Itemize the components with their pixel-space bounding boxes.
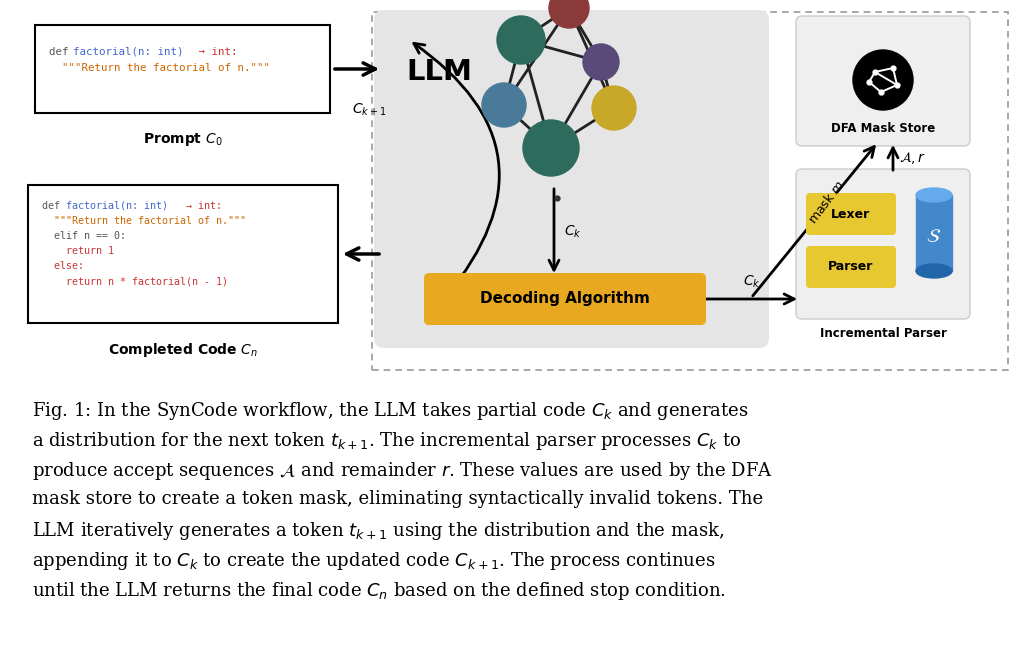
FancyBboxPatch shape: [374, 10, 769, 348]
Text: a distribution for the next token $t_{k+1}$. The incremental parser processes $C: a distribution for the next token $t_{k+…: [32, 430, 741, 452]
FancyBboxPatch shape: [806, 193, 896, 235]
Text: → int:: → int:: [180, 201, 222, 211]
Text: until the LLM returns the final code $C_n$ based on the defined stop condition.: until the LLM returns the final code $C_…: [32, 580, 726, 602]
Text: mask store to create a token mask, eliminating syntactically invalid tokens. The: mask store to create a token mask, elimi…: [32, 490, 763, 508]
Circle shape: [549, 0, 589, 28]
Text: elif n == 0:: elif n == 0:: [42, 231, 126, 241]
Circle shape: [523, 120, 579, 176]
Text: Prompt $C_0$: Prompt $C_0$: [142, 131, 222, 148]
FancyBboxPatch shape: [796, 16, 970, 146]
Text: return 1: return 1: [42, 246, 114, 256]
Text: produce accept sequences $\mathcal{A}$ and remainder $r$. These values are used : produce accept sequences $\mathcal{A}$ a…: [32, 460, 773, 482]
FancyBboxPatch shape: [35, 25, 330, 113]
Text: def: def: [49, 47, 75, 57]
Circle shape: [583, 44, 618, 80]
Circle shape: [482, 83, 526, 127]
Text: $C_{k+1}$: $C_{k+1}$: [351, 102, 386, 118]
FancyBboxPatch shape: [28, 185, 338, 323]
Text: """Return the factorial of n.""": """Return the factorial of n.""": [42, 216, 246, 226]
Circle shape: [853, 50, 913, 110]
Text: factorial(n: int): factorial(n: int): [66, 201, 168, 211]
Ellipse shape: [916, 264, 952, 278]
Text: appending it to $C_k$ to create the updated code $C_{k+1}$. The process continue: appending it to $C_k$ to create the upda…: [32, 550, 716, 572]
Text: $\mathcal{A}, r$: $\mathcal{A}, r$: [899, 149, 927, 165]
Text: DFA Mask Store: DFA Mask Store: [830, 122, 935, 135]
Text: factorial(n: int): factorial(n: int): [73, 47, 183, 57]
Text: $\mathcal{S}$: $\mathcal{S}$: [927, 228, 941, 247]
FancyBboxPatch shape: [806, 246, 896, 288]
Text: $C_k$: $C_k$: [742, 274, 761, 290]
Circle shape: [592, 86, 636, 130]
Text: LLM iteratively generates a token $t_{k+1}$ using the distribution and the mask,: LLM iteratively generates a token $t_{k+…: [32, 520, 724, 542]
Text: → int:: → int:: [193, 47, 238, 57]
Text: """Return the factorial of n.""": """Return the factorial of n.""": [49, 63, 270, 73]
FancyBboxPatch shape: [796, 169, 970, 319]
Text: $C_k$: $C_k$: [564, 224, 582, 240]
Circle shape: [497, 16, 545, 64]
Text: Decoding Algorithm: Decoding Algorithm: [480, 291, 650, 306]
Text: Lexer: Lexer: [831, 208, 870, 221]
Text: Completed Code $C_n$: Completed Code $C_n$: [108, 341, 258, 359]
Text: Parser: Parser: [828, 260, 873, 273]
Ellipse shape: [916, 188, 952, 202]
Text: LLM: LLM: [406, 58, 472, 86]
Text: def: def: [42, 201, 66, 211]
Text: return n * factorial(n - 1): return n * factorial(n - 1): [42, 276, 228, 286]
Polygon shape: [916, 195, 952, 271]
Text: mask $m$: mask $m$: [806, 177, 848, 227]
FancyBboxPatch shape: [424, 273, 706, 325]
Text: Fig. 1: In the SynCode workflow, the LLM takes partial code $C_k$ and generates: Fig. 1: In the SynCode workflow, the LLM…: [32, 400, 749, 422]
Text: else:: else:: [42, 261, 84, 271]
Text: Incremental Parser: Incremental Parser: [819, 327, 946, 340]
